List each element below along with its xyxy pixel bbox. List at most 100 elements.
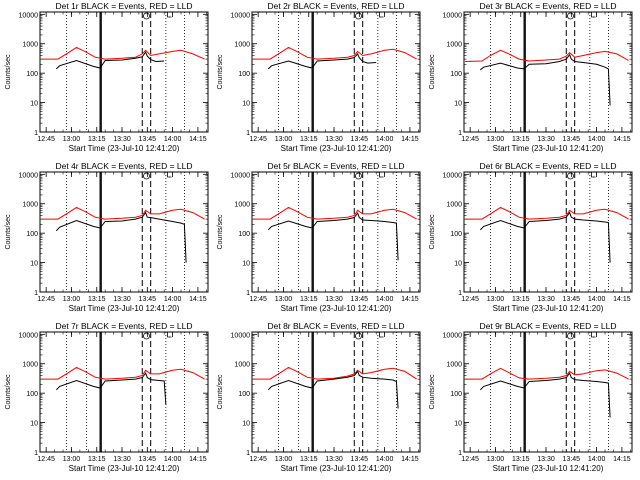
x-axis-label: Start Time (23-Jul-10 12:41:20): [493, 304, 604, 313]
top-marker-glyph: [567, 332, 574, 340]
top-marker-glyph: [143, 172, 150, 180]
y-tick-label: 1: [246, 450, 250, 457]
lld-series-line: [465, 206, 629, 220]
x-tick-label: 13:15: [300, 456, 318, 463]
x-tick-label: 13:45: [563, 456, 581, 463]
chart-panel: Det 5r BLACK = Events, RED = LLD Start Ti…: [217, 161, 421, 313]
y-axis-label: Counts/sec: [429, 54, 436, 90]
x-tick-label: 13:30: [537, 296, 555, 303]
plot-frame: [39, 331, 209, 453]
y-tick-label: 1000: [22, 202, 38, 209]
x-tick-label: 13:30: [113, 456, 131, 463]
lld-series-line: [465, 49, 629, 62]
y-tick-label: 10000: [231, 12, 251, 19]
x-tick-label: 13:30: [113, 296, 131, 303]
chart-panel: Det 6r BLACK = Events, RED = LLD Start Ti…: [429, 161, 633, 313]
events-series-line: [479, 53, 611, 106]
x-axis-label: Start Time (23-Jul-10 12:41:20): [493, 144, 604, 153]
chart-panel: Det 7r BLACK = Events, RED = LLD Start Ti…: [5, 321, 209, 473]
y-tick-label: 10: [454, 421, 462, 428]
y-tick-label: 10000: [443, 332, 463, 339]
top-marker-glyph: [379, 172, 384, 178]
y-axis-label: Counts/sec: [5, 214, 12, 250]
y-axis-label: Counts/sec: [5, 374, 12, 410]
y-tick-label: 100: [238, 391, 250, 398]
x-tick-label: 14:00: [376, 136, 394, 143]
y-tick-label: 100: [238, 71, 250, 78]
top-marker-glyph: [167, 332, 172, 338]
y-tick-label: 1: [458, 130, 462, 137]
x-tick-label: 12:45: [249, 296, 267, 303]
lld-series-line: [253, 366, 417, 380]
y-axis-label: Counts/sec: [217, 374, 224, 410]
x-axis-label: Start Time (23-Jul-10 12:41:20): [281, 304, 392, 313]
top-marker-glyph: [591, 172, 596, 178]
x-tick-label: 14:15: [401, 136, 419, 143]
chart-title: Det 2r BLACK = Events, RED = LLD: [267, 1, 404, 11]
x-axis-label: Start Time (23-Jul-10 12:41:20): [493, 464, 604, 473]
chart-title: Det 5r BLACK = Events, RED = LLD: [267, 161, 404, 171]
x-tick-label: 14:15: [401, 296, 419, 303]
y-tick-label: 1000: [234, 362, 250, 369]
y-tick-label: 10000: [443, 12, 463, 19]
x-tick-label: 13:30: [537, 136, 555, 143]
x-tick-label: 13:30: [113, 136, 131, 143]
y-tick-label: 10: [242, 421, 250, 428]
x-tick-label: 14:15: [189, 136, 207, 143]
y-tick-label: 10: [454, 101, 462, 108]
y-axis-label: Counts/sec: [429, 374, 436, 410]
y-tick-label: 1000: [234, 42, 250, 49]
x-tick-label: 13:45: [563, 296, 581, 303]
x-axis-label: Start Time (23-Jul-10 12:41:20): [69, 464, 180, 473]
top-marker-glyph: [143, 12, 150, 20]
y-tick-label: 100: [26, 71, 38, 78]
y-tick-label: 100: [26, 391, 38, 398]
x-tick-label: 12:45: [249, 456, 267, 463]
chart-panel: Det 1r BLACK = Events, RED = LLD Start Ti…: [5, 1, 209, 153]
y-tick-label: 10: [30, 421, 38, 428]
chart-title: Det 7r BLACK = Events, RED = LLD: [55, 321, 192, 331]
lld-series-line: [253, 206, 417, 220]
x-tick-label: 14:00: [588, 136, 606, 143]
x-tick-label: 13:30: [537, 456, 555, 463]
x-tick-label: 13:00: [63, 136, 81, 143]
plot-frame: [251, 331, 421, 453]
top-marker-glyph: [143, 332, 150, 340]
y-tick-label: 10000: [19, 12, 39, 19]
y-axis-label: Counts/sec: [429, 214, 436, 250]
chart-title: Det 3r BLACK = Events, RED = LLD: [479, 1, 616, 11]
lld-series-line: [41, 366, 205, 380]
x-axis-label: Start Time (23-Jul-10 12:41:20): [69, 144, 180, 153]
y-tick-label: 1: [34, 130, 38, 137]
x-tick-label: 12:45: [249, 136, 267, 143]
y-tick-label: 10000: [443, 172, 463, 179]
events-series-line: [479, 372, 611, 418]
y-tick-label: 10000: [231, 172, 251, 179]
chart-title: Det 1r BLACK = Events, RED = LLD: [55, 1, 192, 11]
top-marker-glyph: [355, 172, 362, 180]
top-marker-glyph: [591, 332, 596, 338]
x-tick-label: 13:00: [275, 456, 293, 463]
x-tick-label: 12:45: [461, 456, 479, 463]
y-tick-label: 1000: [234, 202, 250, 209]
y-tick-label: 1: [246, 290, 250, 297]
y-tick-label: 100: [238, 231, 250, 238]
plot-frame: [463, 331, 633, 453]
y-tick-label: 10: [454, 261, 462, 268]
chart-panel: Det 4r BLACK = Events, RED = LLD Start Ti…: [5, 161, 209, 313]
x-tick-label: 14:00: [164, 136, 182, 143]
top-marker-glyph: [379, 332, 384, 338]
events-series-line: [55, 372, 167, 405]
lld-series-line: [465, 367, 629, 380]
x-tick-label: 13:45: [139, 296, 157, 303]
chart-title: Det 9r BLACK = Events, RED = LLD: [479, 321, 616, 331]
x-tick-label: 12:45: [461, 136, 479, 143]
x-tick-label: 14:15: [189, 296, 207, 303]
y-tick-label: 10000: [19, 332, 39, 339]
x-tick-label: 13:00: [275, 296, 293, 303]
y-tick-label: 1000: [446, 362, 462, 369]
top-marker-glyph: [567, 12, 574, 20]
x-tick-label: 13:30: [325, 136, 343, 143]
lld-series-line: [41, 46, 205, 60]
y-tick-label: 10: [242, 261, 250, 268]
